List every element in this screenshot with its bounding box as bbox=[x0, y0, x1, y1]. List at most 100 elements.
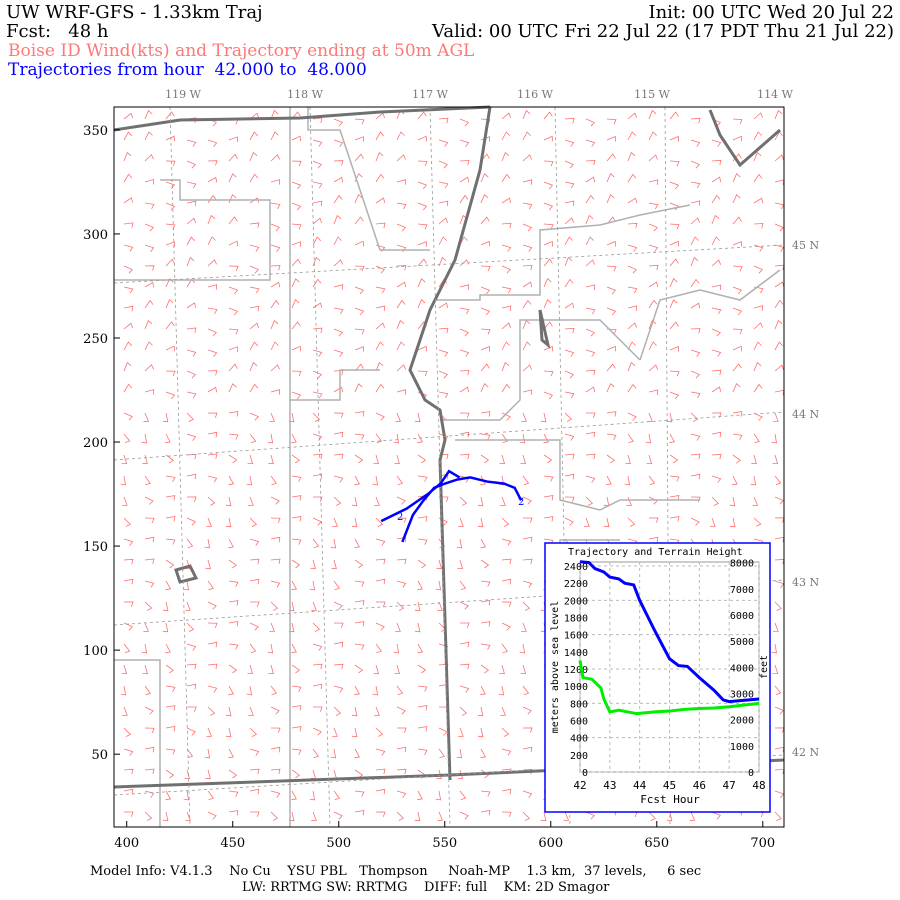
wind-barb bbox=[437, 811, 443, 821]
wind-barb bbox=[396, 389, 407, 395]
wind-barb bbox=[480, 790, 491, 797]
wind-barb bbox=[291, 705, 302, 711]
wind-barb bbox=[207, 663, 218, 670]
inset-y-tick-label: 1000 bbox=[564, 682, 588, 693]
wind-barb bbox=[375, 151, 384, 162]
wind-barb bbox=[165, 790, 172, 801]
wind-barb bbox=[333, 431, 344, 438]
wind-barb bbox=[396, 496, 406, 505]
wind-barb bbox=[521, 622, 527, 632]
wind-barb bbox=[375, 811, 386, 817]
wind-barb bbox=[523, 517, 533, 523]
wind-barb bbox=[291, 454, 300, 464]
wind-barb bbox=[501, 811, 512, 818]
wind-barb bbox=[501, 643, 508, 654]
wind-barb bbox=[228, 153, 238, 162]
wind-barb bbox=[396, 517, 407, 523]
wind-barb bbox=[394, 454, 400, 465]
wind-barb bbox=[165, 643, 171, 654]
wind-barb bbox=[123, 361, 132, 372]
wind-barb bbox=[543, 299, 552, 309]
wind-barb bbox=[312, 278, 322, 288]
wind-barb bbox=[585, 453, 596, 460]
wind-barb bbox=[438, 256, 447, 267]
wind-barb bbox=[333, 412, 344, 419]
wind-barb bbox=[753, 151, 762, 162]
wind-barb bbox=[585, 194, 595, 204]
map-frame bbox=[113, 106, 785, 828]
wind-barb bbox=[477, 727, 484, 738]
longitude-label: 115 W bbox=[634, 88, 670, 101]
wind-barb bbox=[585, 139, 596, 147]
wind-barb bbox=[438, 748, 445, 759]
wind-barb bbox=[669, 454, 679, 464]
wind-barb bbox=[627, 112, 638, 120]
wind-barb bbox=[564, 370, 574, 379]
wind-barb bbox=[332, 727, 338, 737]
wind-barb bbox=[711, 475, 722, 483]
wind-barb bbox=[417, 580, 423, 591]
wind-barb bbox=[396, 341, 405, 351]
x-tick-label: 650 bbox=[644, 836, 669, 851]
wind-barb bbox=[165, 685, 176, 692]
model-info-line1: Model Info: V4.1.3 No Cu YSU PBL Thompso… bbox=[90, 864, 702, 879]
wind-barb bbox=[753, 197, 764, 204]
latitude-label: 44 N bbox=[792, 408, 819, 421]
wind-barb bbox=[774, 727, 785, 733]
wind-barb bbox=[627, 222, 638, 229]
wind-barb bbox=[627, 131, 636, 141]
inset-y2-label: feet bbox=[759, 655, 770, 679]
wind-barb bbox=[396, 202, 407, 210]
wind-barb bbox=[354, 240, 365, 247]
wind-barb bbox=[690, 217, 701, 225]
wind-barb bbox=[186, 538, 194, 549]
wind-barb bbox=[477, 496, 484, 507]
wind-barb bbox=[249, 748, 260, 756]
wind-barb bbox=[732, 383, 741, 393]
plot-subtitle: Boise ID Wind(kts) and Trajectory ending… bbox=[8, 41, 475, 61]
wind-barb bbox=[291, 769, 301, 779]
wind-barb bbox=[165, 475, 176, 482]
wind-barb bbox=[543, 370, 554, 377]
state-border-line bbox=[408, 106, 492, 781]
wind-barb bbox=[144, 341, 153, 351]
wind-barb bbox=[228, 216, 238, 225]
wind-barb bbox=[564, 496, 575, 502]
wind-barb bbox=[249, 197, 260, 204]
wind-barb bbox=[333, 386, 344, 393]
wind-barb bbox=[186, 217, 197, 225]
wind-barb bbox=[249, 412, 259, 421]
wind-barb bbox=[520, 664, 527, 675]
wind-barb bbox=[648, 202, 659, 210]
wind-barb bbox=[144, 244, 155, 253]
inset-x-tick-label: 48 bbox=[752, 779, 765, 792]
wind-barb bbox=[396, 746, 407, 753]
wind-barb bbox=[585, 214, 594, 225]
wind-barb bbox=[312, 139, 323, 147]
wind-barb bbox=[459, 641, 470, 648]
latitude-label: 43 N bbox=[792, 576, 819, 589]
wind-barb bbox=[207, 236, 216, 246]
wind-barb bbox=[225, 706, 232, 717]
wind-barb bbox=[312, 302, 323, 309]
wind-barb bbox=[460, 622, 470, 628]
wind-barb bbox=[522, 706, 532, 715]
wind-barb bbox=[606, 135, 616, 142]
wind-barb bbox=[207, 601, 217, 610]
wind-barb bbox=[396, 131, 405, 141]
wind-barb bbox=[333, 259, 343, 267]
inset-y-tick-label: 2200 bbox=[564, 579, 588, 590]
wind-barb bbox=[417, 223, 428, 230]
trajectory-range: Trajectories from hour 42.000 to 48.000 bbox=[8, 60, 367, 80]
wind-barb bbox=[270, 768, 281, 775]
wind-barb bbox=[477, 706, 484, 717]
wind-barb bbox=[354, 643, 365, 650]
wind-barb bbox=[753, 811, 764, 818]
wind-barb bbox=[586, 412, 596, 418]
wind-barb bbox=[121, 454, 128, 465]
wind-barb bbox=[186, 160, 196, 169]
wind-barb bbox=[753, 305, 764, 311]
wind-barb bbox=[480, 643, 491, 650]
wind-barb bbox=[144, 281, 155, 288]
wind-barb bbox=[606, 173, 615, 183]
